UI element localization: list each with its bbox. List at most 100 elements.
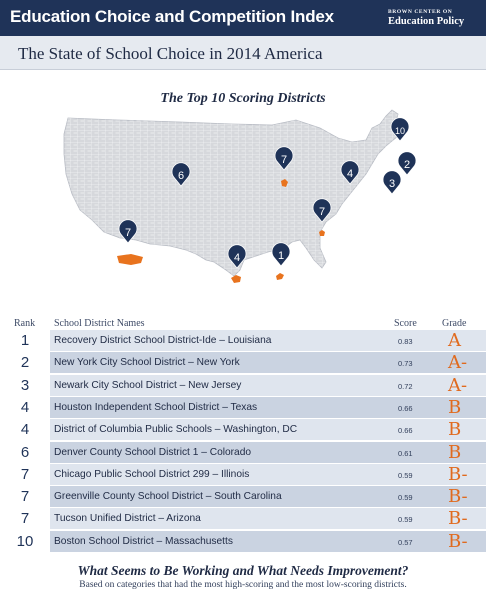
table-row: 7 Chicago Public School District 299 – Il…: [0, 463, 486, 486]
district-name-cell: Denver County School District 1 – Colora…: [54, 446, 252, 458]
row-divider: [50, 417, 486, 419]
score-cell: 0.59: [398, 470, 413, 480]
district-highlight: [281, 179, 288, 187]
rank-cell: 1: [20, 332, 30, 349]
rank-cell: 2: [20, 354, 30, 372]
grade-cell: B: [448, 396, 462, 418]
map-title: The Top 10 Scoring Districts: [160, 91, 326, 106]
row-divider: [50, 551, 486, 553]
row-divider: [50, 529, 486, 531]
score-cell: 0.66: [398, 403, 413, 413]
map-pin-label: 2: [404, 159, 410, 171]
score-cell: 0.83: [398, 337, 413, 346]
map-pin-icon: [382, 170, 402, 195]
row-background: [50, 441, 486, 464]
rank-cell: 10: [16, 532, 34, 550]
map-pin-label: 4: [347, 168, 353, 180]
map-markers: 1 23 4 4 6 7 7 7 10: [118, 117, 417, 269]
grade-cell: B-: [448, 463, 468, 485]
row-divider: [50, 373, 486, 375]
map-pin: 2: [397, 151, 417, 176]
map-pin: 7: [312, 198, 332, 223]
district-name-cell: Tucson Unified District – Arizona: [54, 513, 201, 525]
table-row: 4 District of Columbia Public Schools – W…: [0, 419, 486, 442]
column-header-name: School District Names: [54, 318, 145, 329]
row-divider: [50, 462, 486, 464]
district-name-cell: Houston Independent School District – Te…: [54, 401, 258, 413]
map-pin-icon: [227, 244, 247, 269]
grade-cell: A-: [448, 352, 468, 374]
map-pin-label: 1: [278, 250, 284, 262]
row-background: [50, 352, 486, 375]
row-background: [50, 330, 486, 352]
map-pin: 4: [227, 244, 247, 269]
map-pin-icon: [340, 160, 360, 185]
brand-label-top: BROWN CENTER on: [388, 9, 453, 15]
table-row: 2 New York City School District – New Yor…: [0, 352, 486, 375]
table-row: 4 Houston Independent School District – T…: [0, 396, 486, 419]
section-heading: What Seems to Be Working and What Needs …: [77, 563, 409, 578]
section-subheading: Based on categories that had the most hi…: [79, 580, 407, 590]
district-highlights: [117, 179, 325, 283]
map-pin-icon: [397, 151, 417, 176]
row-divider: [50, 395, 486, 397]
table-row: 10 Boston School District – Massachusetts…: [0, 530, 486, 553]
score-cell: 0.61: [398, 448, 413, 458]
district-name-cell: District of Columbia Public Schools – Wa…: [54, 424, 298, 436]
map-pin-label: 6: [178, 170, 184, 182]
table-row: 7 Tucson Unified District – Arizona 0.59 B-: [0, 508, 486, 531]
row-background: [50, 486, 486, 509]
district-name-cell: Chicago Public School District 299 – Ill…: [54, 468, 250, 480]
score-cell: 0.66: [398, 426, 413, 436]
map-pin: 7: [274, 146, 294, 171]
row-divider: [50, 351, 486, 352]
map-pin-label: 7: [281, 154, 287, 166]
district-name-cell: Newark City School District – New Jersey: [54, 379, 242, 391]
column-header-rank: Rank: [14, 318, 36, 329]
grade-cell: B-: [448, 486, 468, 508]
map-pin-icon: [274, 146, 294, 171]
map-pin: 1: [271, 242, 291, 267]
map-pin-label: 4: [234, 252, 240, 264]
map-pin-label: 3: [389, 178, 395, 190]
grade-cell: B-: [448, 530, 468, 552]
rank-cell: 4: [20, 398, 30, 416]
map-pin-icon: [312, 198, 332, 223]
brand-logo-text: Education Policy: [388, 16, 465, 27]
row-divider: [50, 507, 486, 509]
grade-cell: B: [448, 419, 462, 441]
table-row: 1 Recovery District School District-Ide –…: [0, 330, 486, 352]
row-background: [50, 419, 486, 442]
table-row: 7 Greenville County School District – Sou…: [0, 486, 486, 509]
row-background: [50, 463, 486, 486]
grade-cell: A-: [448, 374, 468, 396]
map-pin: 3: [382, 170, 402, 195]
map-area: 1 2 3 4 4 6 7 7 7 10 The Top 10 Scoring Districts: [0, 70, 486, 315]
district-name-cell: New York City School District – New York: [54, 357, 240, 369]
map-pin-label: 7: [319, 206, 325, 218]
score-cell: 0.72: [398, 381, 413, 391]
map-pin: 4: [340, 160, 360, 185]
score-cell: 0.57: [398, 537, 413, 547]
grade-cell: A: [448, 330, 461, 351]
district-highlight: [231, 275, 241, 283]
district-name-cell: Recovery District School District-Ide – …: [54, 335, 272, 346]
district-name-cell: Boston School District – Massachusetts: [54, 535, 233, 547]
district-highlight: [276, 273, 284, 280]
page-subtitle: The State of School Choice in 2014 Ameri…: [18, 44, 323, 63]
column-header-score: Score: [394, 318, 417, 329]
map-pin-label: 10: [395, 126, 405, 136]
district-highlight: [319, 230, 325, 236]
rank-cell: 7: [20, 488, 30, 506]
table-row: 3 Newark City School District – New Jerse…: [0, 374, 486, 397]
column-header-grade: Grade: [442, 318, 467, 329]
score-cell: 0.59: [398, 493, 413, 503]
row-background: [50, 530, 486, 553]
map-pin-icon: [171, 162, 191, 187]
score-cell: 0.73: [398, 359, 413, 369]
map-pin-label: 7: [125, 227, 131, 239]
table-row: 6 Denver County School District 1 – Color…: [0, 441, 486, 464]
map-pin: 10: [390, 117, 410, 142]
row-divider: [50, 440, 486, 442]
map-pin-icon: [271, 242, 291, 267]
